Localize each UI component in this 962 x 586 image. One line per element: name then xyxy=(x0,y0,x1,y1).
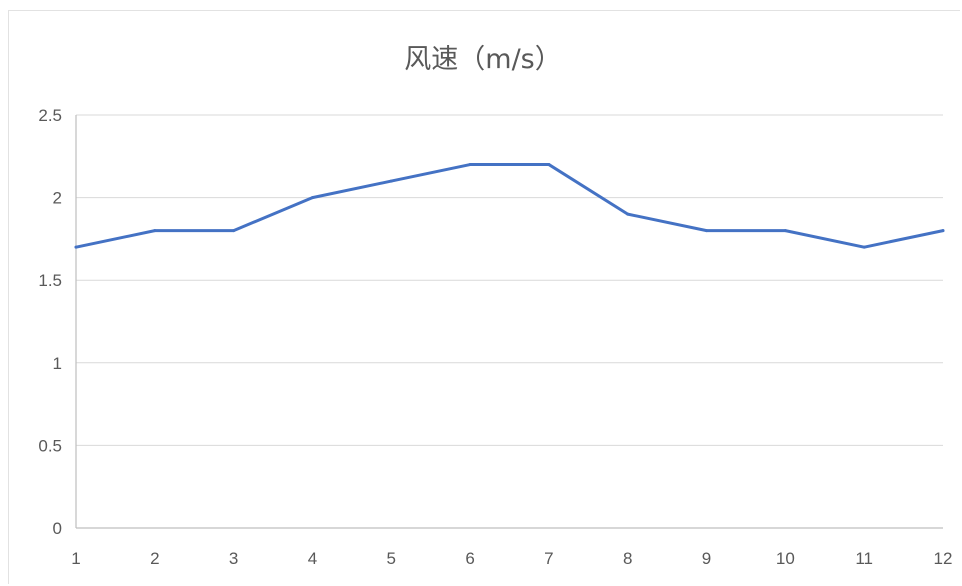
y-axis-ticks: 0 0.5 1 1.5 2 2.5 xyxy=(38,106,62,538)
x-tick-label: 7 xyxy=(544,549,553,568)
data-point xyxy=(153,229,157,233)
series-layer xyxy=(74,163,945,249)
series-line-0 xyxy=(74,163,945,249)
x-tick-label: 11 xyxy=(855,549,873,568)
y-tick-label: 0 xyxy=(53,519,62,538)
data-point xyxy=(705,229,709,233)
data-point xyxy=(389,179,393,183)
x-tick-label: 4 xyxy=(308,549,317,568)
y-tick-label: 1.5 xyxy=(38,271,62,290)
y-tick-label: 2 xyxy=(53,189,62,208)
data-point xyxy=(862,245,866,249)
data-point xyxy=(74,245,78,249)
chart-title: 风速（m/s） xyxy=(404,44,561,75)
data-point xyxy=(783,229,787,233)
data-point xyxy=(941,229,945,233)
x-tick-label: 10 xyxy=(776,549,795,568)
x-tick-label: 12 xyxy=(934,549,953,568)
y-tick-label: 2.5 xyxy=(38,106,62,125)
x-tick-label: 1 xyxy=(71,549,80,568)
data-point xyxy=(547,163,551,167)
x-tick-label: 3 xyxy=(229,549,238,568)
y-tick-label: 0.5 xyxy=(38,436,62,455)
x-axis-ticks: 1 2 3 4 5 6 7 8 9 10 11 12 xyxy=(71,549,952,568)
y-tick-label: 1 xyxy=(53,354,62,373)
chart-frame xyxy=(8,10,960,584)
gridlines xyxy=(75,114,943,529)
x-tick-label: 8 xyxy=(623,549,632,568)
data-point xyxy=(232,229,236,233)
x-tick-label: 2 xyxy=(150,549,159,568)
data-point xyxy=(468,163,472,167)
x-tick-label: 6 xyxy=(465,549,474,568)
data-point xyxy=(310,196,314,200)
x-tick-label: 9 xyxy=(702,549,711,568)
data-point xyxy=(626,212,630,216)
x-tick-label: 5 xyxy=(387,549,396,568)
